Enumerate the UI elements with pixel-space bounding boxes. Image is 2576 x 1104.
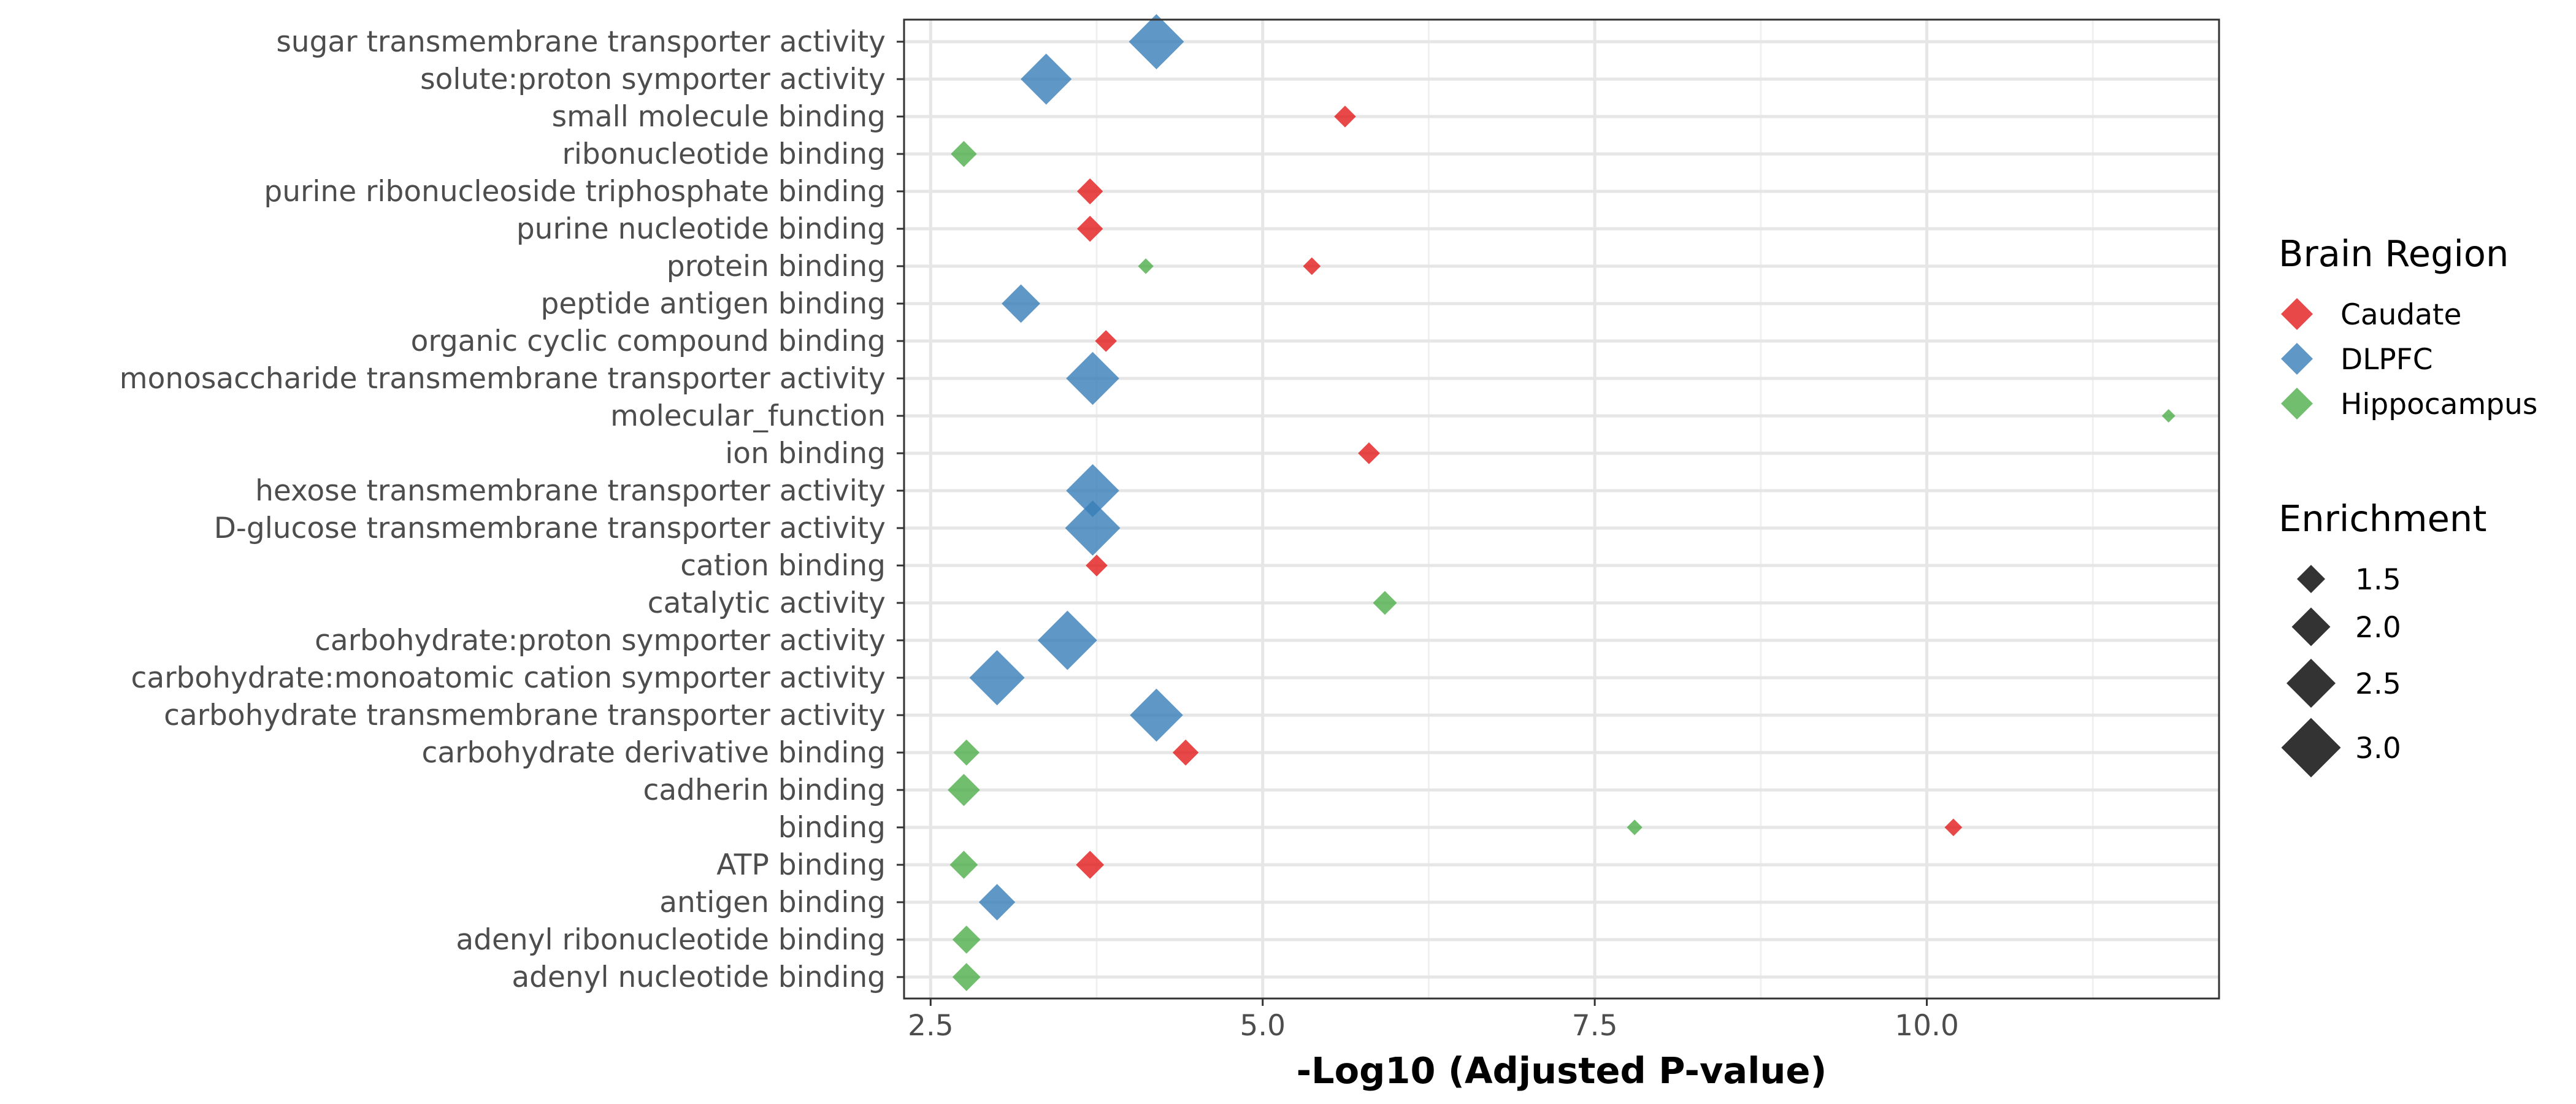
size-legend-label: 1.5 bbox=[2355, 563, 2401, 597]
legend: Brain Region Enrichment Caudate DLPFC Hipp… bbox=[2279, 232, 2537, 778]
data-point bbox=[1065, 500, 1121, 556]
y-tick-label: ATP binding bbox=[716, 848, 886, 882]
x-axis: 2.5 5.0 7.5 10.0 bbox=[908, 999, 1959, 1043]
data-point bbox=[951, 140, 977, 167]
y-tick-label: carbohydrate transmembrane transporter a… bbox=[164, 699, 886, 732]
y-tick-label: antigen binding bbox=[659, 886, 886, 919]
data-point bbox=[953, 739, 979, 766]
y-tick-label: molecular_function bbox=[610, 399, 886, 433]
data-points bbox=[948, 14, 2175, 991]
y-tick-label: catalytic activity bbox=[648, 586, 886, 620]
legend-key bbox=[2281, 298, 2313, 330]
data-point bbox=[1303, 257, 1321, 275]
legend-key bbox=[2281, 388, 2313, 420]
data-point bbox=[1138, 258, 1154, 274]
data-point bbox=[1334, 105, 1356, 128]
data-point bbox=[1076, 215, 1103, 242]
y-tick-label: carbohydrate:monoatomic cation symporter… bbox=[131, 661, 886, 695]
x-tick-label: 7.5 bbox=[1572, 1009, 1618, 1043]
plot-panel-background bbox=[904, 20, 2219, 999]
x-tick-label: 5.0 bbox=[1240, 1009, 1286, 1043]
data-point bbox=[1086, 554, 1108, 577]
y-tick-label: purine nucleotide binding bbox=[516, 212, 886, 246]
size-legend-label: 3.0 bbox=[2355, 732, 2401, 765]
y-tick-label: ion binding bbox=[725, 437, 886, 470]
size-legend-title: Enrichment bbox=[2279, 497, 2486, 540]
y-tick-label: adenyl nucleotide binding bbox=[512, 960, 886, 994]
data-point bbox=[1129, 14, 1184, 69]
y-tick-label: small molecule binding bbox=[552, 100, 886, 134]
gridlines bbox=[904, 20, 2219, 999]
y-axis: sugar transmembrane transporter activity… bbox=[120, 25, 904, 994]
data-point bbox=[952, 963, 981, 991]
data-point bbox=[1002, 284, 1040, 323]
y-tick-label: adenyl ribonucleotide binding bbox=[456, 923, 886, 957]
data-point bbox=[2161, 409, 2175, 423]
x-tick-label: 10.0 bbox=[1895, 1009, 1959, 1043]
data-point bbox=[1095, 330, 1117, 352]
data-point bbox=[1066, 351, 1119, 405]
x-axis-title: -Log10 (Adjusted P-value) bbox=[1297, 1049, 1827, 1092]
size-legend-key bbox=[2291, 607, 2331, 646]
size-legend-key bbox=[2281, 718, 2341, 778]
data-point bbox=[949, 851, 978, 879]
data-point bbox=[1037, 610, 1097, 670]
data-point bbox=[969, 650, 1025, 705]
data-point bbox=[1373, 591, 1397, 615]
y-tick-label: hexose transmembrane transporter activit… bbox=[255, 474, 886, 508]
plot-panel-border bbox=[903, 18, 2220, 1000]
y-tick-label: peptide antigen binding bbox=[540, 287, 886, 321]
data-point bbox=[952, 926, 981, 954]
data-point bbox=[1358, 442, 1380, 464]
y-tick-label: carbohydrate derivative binding bbox=[422, 736, 886, 770]
data-point bbox=[1130, 688, 1183, 742]
legend-label: Caudate bbox=[2340, 298, 2461, 332]
y-tick-label: monosaccharide transmembrane transporter… bbox=[120, 362, 886, 396]
x-tick-label: 2.5 bbox=[908, 1009, 954, 1043]
data-point bbox=[1066, 464, 1119, 518]
y-tick-label: solute:proton symporter activity bbox=[420, 63, 886, 96]
data-point bbox=[1627, 819, 1643, 835]
y-tick-label: cation binding bbox=[680, 549, 886, 583]
data-point bbox=[948, 773, 980, 807]
data-point bbox=[1076, 851, 1105, 879]
legend-label: Hippocampus bbox=[2340, 388, 2537, 421]
y-tick-label: organic cyclic compound binding bbox=[411, 324, 886, 358]
data-point bbox=[1944, 818, 1963, 837]
data-point bbox=[1172, 739, 1199, 766]
legend-key bbox=[2281, 343, 2313, 375]
y-tick-label: cadherin binding bbox=[643, 773, 886, 807]
color-legend-title: Brain Region bbox=[2279, 232, 2509, 275]
size-legend-key bbox=[2297, 565, 2325, 593]
data-point bbox=[1076, 178, 1103, 205]
y-tick-label: carbohydrate:proton symporter activity bbox=[315, 624, 886, 657]
size-legend-label: 2.0 bbox=[2355, 611, 2401, 645]
y-tick-label: binding bbox=[778, 811, 886, 845]
y-tick-label: sugar transmembrane transporter activity bbox=[276, 25, 886, 59]
y-tick-label: protein binding bbox=[667, 250, 886, 283]
y-tick-label: ribonucleotide binding bbox=[562, 137, 886, 171]
y-tick-label: D-glucose transmembrane transporter acti… bbox=[214, 512, 886, 545]
data-point bbox=[978, 884, 1016, 921]
size-legend-label: 2.5 bbox=[2355, 667, 2401, 701]
size-legend-key bbox=[2287, 659, 2336, 708]
data-point bbox=[1021, 53, 1072, 105]
y-tick-label: purine ribonucleoside triphosphate bindi… bbox=[264, 175, 886, 209]
legend-label: DLPFC bbox=[2340, 343, 2433, 377]
